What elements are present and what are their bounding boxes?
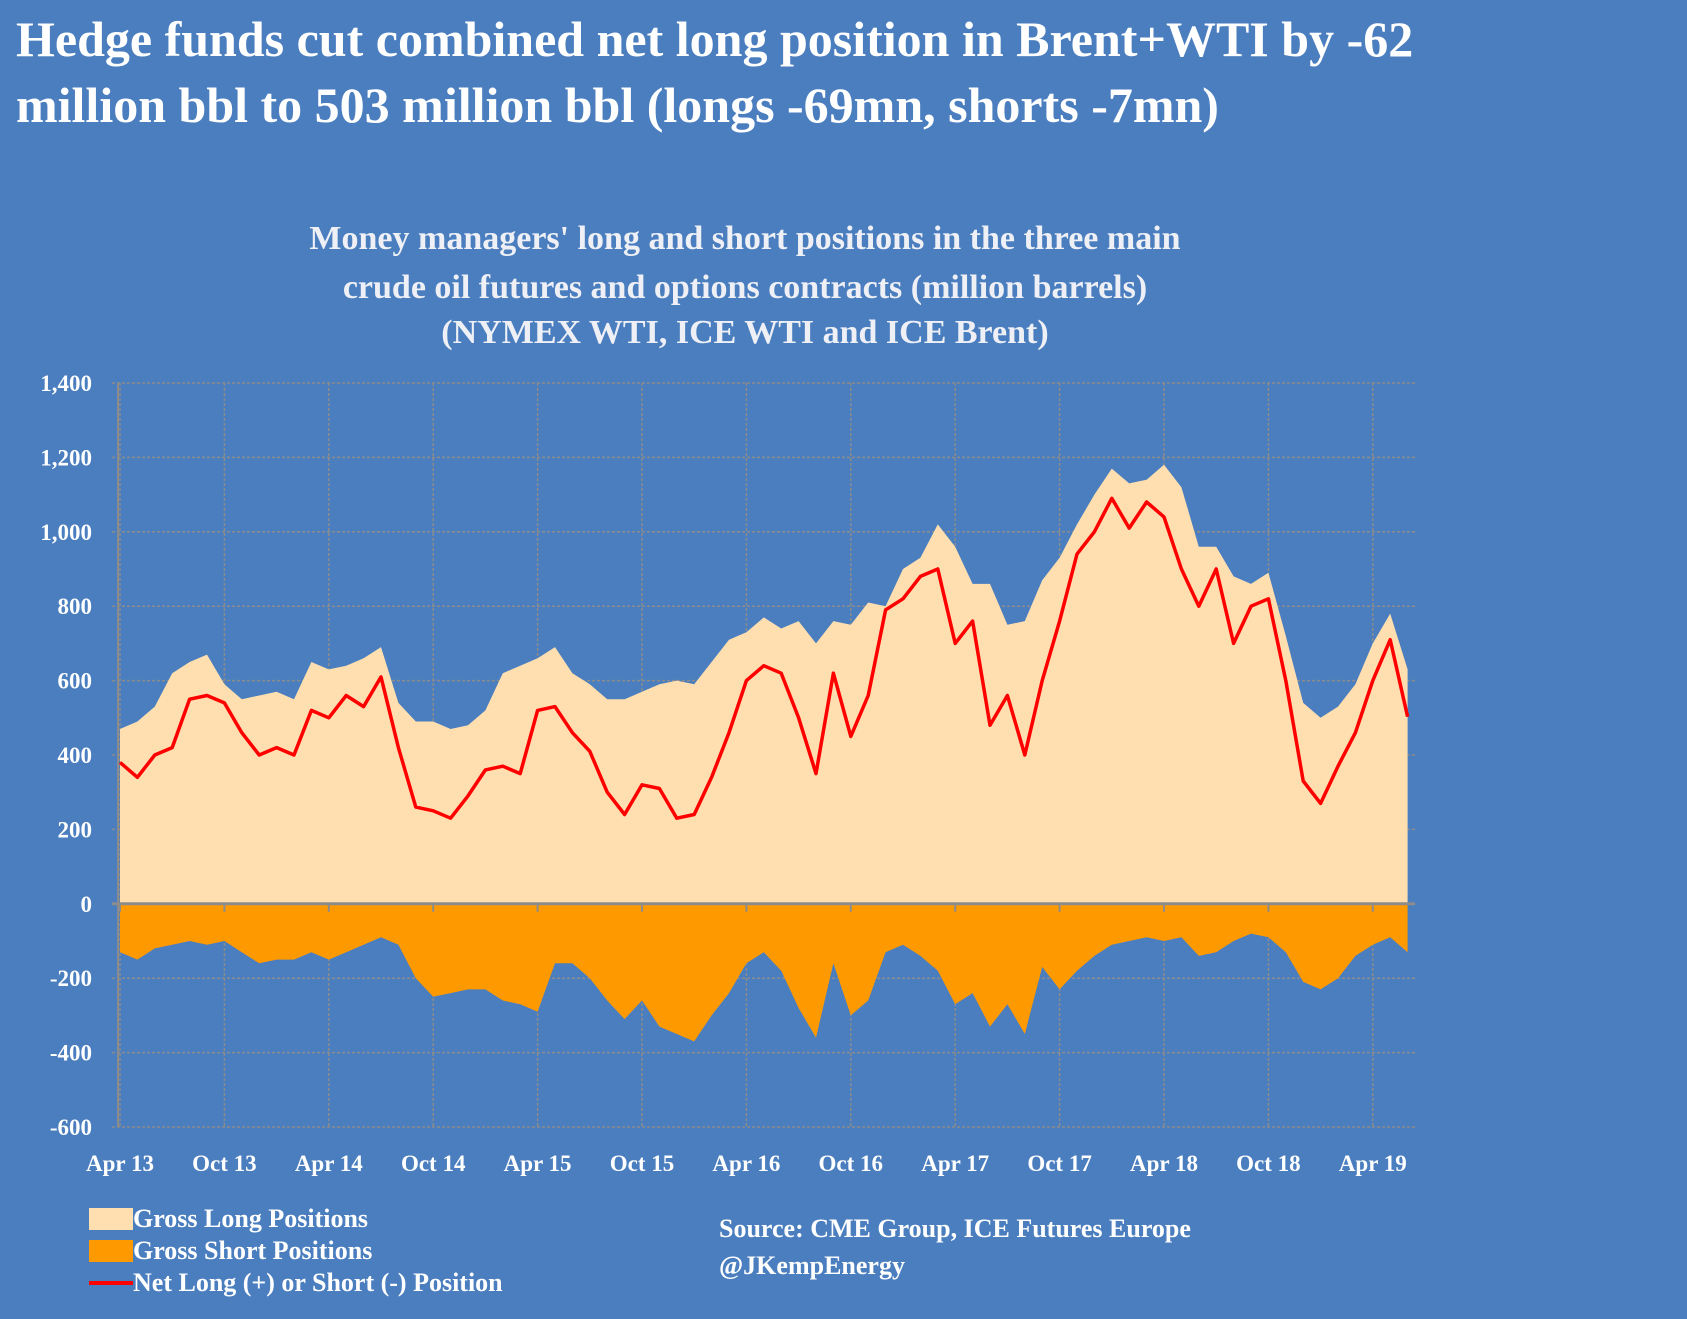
legend-swatch-short xyxy=(89,1240,133,1262)
y-tick-label: 800 xyxy=(58,594,93,619)
x-tick-label: Apr 18 xyxy=(1130,1151,1198,1176)
legend-swatch-long xyxy=(89,1208,133,1230)
y-tick-label: -200 xyxy=(50,966,92,991)
tick-labels: 1,400 1,200 1,000 800 600 400 200 0 -200 -400 -600… xyxy=(40,371,1407,1176)
legend-label-short: Gross Short Positions xyxy=(133,1236,373,1265)
chart-title-line-2: crude oil futures and options contracts … xyxy=(342,269,1148,306)
y-tick-label: 1,200 xyxy=(40,445,92,470)
x-tick-label: Oct 16 xyxy=(819,1151,884,1176)
y-tick-label: 1,000 xyxy=(40,520,92,545)
x-tick-label: Apr 17 xyxy=(921,1151,989,1176)
x-tick-label: Apr 13 xyxy=(86,1151,154,1176)
y-tick-label: 600 xyxy=(58,669,93,694)
y-tick-label: 400 xyxy=(58,743,93,768)
legend-swatch-net xyxy=(89,1281,133,1285)
x-tick-label: Oct 13 xyxy=(192,1151,257,1176)
x-tick-label: Oct 17 xyxy=(1027,1151,1092,1176)
area-gross-short-positions xyxy=(120,903,1408,1042)
y-tick-label: 0 xyxy=(81,892,93,917)
x-tick-label: Apr 15 xyxy=(504,1151,572,1176)
y-tick-label: 1,400 xyxy=(40,371,92,396)
areas xyxy=(118,464,1410,1042)
y-tick-label: -400 xyxy=(50,1041,92,1066)
chart-title-line-1: Money managers' long and short positions… xyxy=(309,220,1181,257)
y-tick-label: 200 xyxy=(58,817,93,842)
x-tick-label: Apr 16 xyxy=(712,1151,780,1176)
headline-line-2: million bbl to 503 million bbl (longs -6… xyxy=(16,77,1219,133)
source-note: Source: CME Group, ICE Futures Europe @J… xyxy=(719,1210,1191,1284)
legend-item-long: Gross Long Positions xyxy=(89,1203,503,1235)
x-tick-label: Apr 19 xyxy=(1339,1151,1407,1176)
headline-line-1: Hedge funds cut combined net long positi… xyxy=(16,11,1414,67)
axes xyxy=(112,383,1415,1127)
y-tick-label: -600 xyxy=(50,1115,92,1140)
area-gross-long-positions xyxy=(120,464,1408,904)
x-tick-label: Oct 15 xyxy=(610,1151,675,1176)
net-position-line xyxy=(118,496,1410,820)
legend-item-short: Gross Short Positions xyxy=(89,1235,503,1267)
x-tick-label: Apr 14 xyxy=(295,1151,363,1176)
x-tick-label: Oct 18 xyxy=(1236,1151,1301,1176)
legend-item-net: Net Long (+) or Short (-) Position xyxy=(89,1267,503,1299)
legend-label-net: Net Long (+) or Short (-) Position xyxy=(133,1268,503,1297)
chart-title-line-3: (NYMEX WTI, ICE WTI and ICE Brent) xyxy=(441,314,1049,351)
headline: Hedge funds cut combined net long positi… xyxy=(16,6,1686,138)
legend: Gross Long Positions Gross Short Positio… xyxy=(89,1203,503,1299)
source-line: Source: CME Group, ICE Futures Europe xyxy=(719,1214,1191,1243)
author-handle: @JKempEnergy xyxy=(719,1251,905,1280)
legend-label-long: Gross Long Positions xyxy=(133,1204,369,1233)
x-tick-label: Oct 14 xyxy=(401,1151,466,1176)
